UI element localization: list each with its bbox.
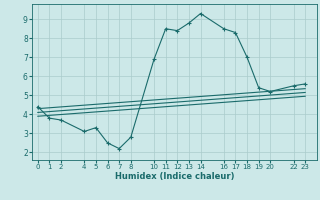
- X-axis label: Humidex (Indice chaleur): Humidex (Indice chaleur): [115, 172, 234, 181]
